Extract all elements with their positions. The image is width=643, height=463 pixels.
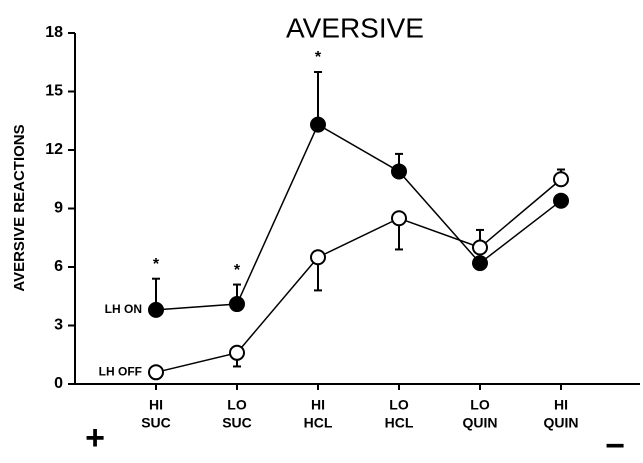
series-label: LH ON <box>105 302 142 316</box>
series-line <box>155 178 562 374</box>
annotation: − <box>605 427 625 463</box>
y-tick-label: 9 <box>54 200 63 217</box>
x-tick-label: LO <box>227 397 247 413</box>
y-tick-label: 15 <box>45 83 63 100</box>
data-point <box>553 171 569 188</box>
chart-title: AVERSIVE <box>286 12 424 43</box>
data-point <box>229 296 245 313</box>
annotation: + <box>85 419 105 457</box>
x-tick-label: SUC <box>141 415 171 431</box>
significance-mark: * <box>315 49 322 66</box>
y-tick-label: 3 <box>54 317 63 334</box>
x-tick-label: HI <box>149 397 163 413</box>
data-point <box>310 116 326 133</box>
x-tick-label: LO <box>470 397 490 413</box>
data-point <box>148 364 164 381</box>
significance-mark: * <box>234 262 241 279</box>
significance-mark: * <box>153 256 160 273</box>
data-point <box>553 192 569 209</box>
series-label: LH OFF <box>99 364 142 378</box>
series-line <box>155 123 562 311</box>
x-tick-label: HCL <box>385 415 414 431</box>
x-tick-label: QUIN <box>463 415 498 431</box>
data-point <box>310 249 326 266</box>
data-point <box>148 301 164 318</box>
x-tick-label: HI <box>311 397 325 413</box>
x-tick-label: HI <box>554 397 568 413</box>
x-tick-label: SUC <box>222 415 252 431</box>
data-point <box>391 210 407 227</box>
y-tick-label: 6 <box>54 258 63 275</box>
data-point <box>229 344 245 361</box>
y-tick-label: 12 <box>45 141 63 158</box>
data-point <box>472 255 488 272</box>
data-point <box>472 239 488 256</box>
x-tick-label: LO <box>389 397 409 413</box>
data-point <box>391 163 407 180</box>
y-tick-label: 0 <box>54 375 63 392</box>
y-axis-label: AVERSIVE REACTIONS <box>11 124 28 291</box>
x-tick-label: HCL <box>304 415 333 431</box>
x-tick-label: QUIN <box>544 415 579 431</box>
y-tick-label: 18 <box>45 24 63 41</box>
